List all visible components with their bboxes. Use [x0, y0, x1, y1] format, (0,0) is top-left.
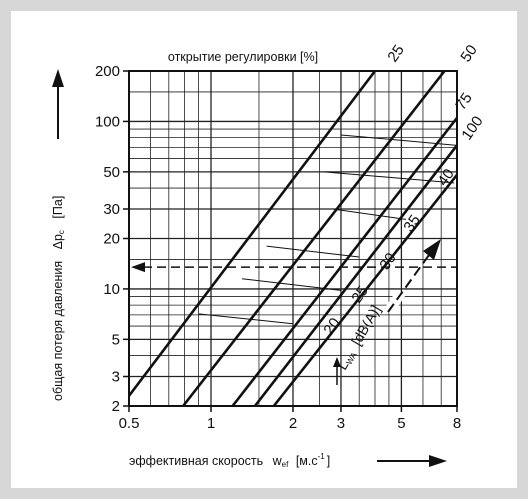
reference-arrowhead — [131, 262, 145, 273]
series-line-100 — [253, 144, 457, 406]
sound-level-value-label: 25 — [348, 283, 371, 306]
y-tick-label: 30 — [103, 201, 120, 218]
series-label-100: 100 — [458, 113, 486, 143]
x-tick-label: 3 — [337, 415, 345, 432]
y-tick-label: 200 — [95, 63, 120, 80]
series-label-40: 40 — [434, 166, 457, 189]
y-tick-label: 5 — [112, 331, 120, 348]
series-line-40 — [272, 174, 457, 406]
sound-level-line — [323, 171, 455, 184]
sound-level-value-label: 20 — [320, 315, 343, 338]
x-tick-label: 8 — [453, 415, 461, 432]
sound-level-line — [266, 245, 360, 258]
x-axis-label: эффективная скорость wef [м.с-1] — [129, 452, 330, 470]
series-line-50 — [182, 71, 446, 406]
sound-level-value-label: 35 — [400, 212, 423, 235]
y-axis-arrow — [52, 69, 64, 139]
sound-level-line — [340, 134, 457, 146]
chart-title: открытие регулировки [%] — [168, 50, 318, 64]
sound-level-line — [332, 208, 407, 220]
x-axis-arrow — [377, 455, 447, 467]
x-tick-label: 0.5 — [119, 415, 140, 432]
y-tick-label: 20 — [103, 231, 120, 248]
x-tick-label: 1 — [207, 415, 215, 432]
y-axis-label: общая потеря давления Δpc [Па] — [51, 196, 67, 401]
series-label-75: 75 — [452, 90, 475, 113]
series-line-25 — [129, 71, 377, 397]
series-label-50: 50 — [457, 42, 480, 65]
y-tick-label: 10 — [103, 281, 120, 298]
y-tick-label: 100 — [95, 113, 120, 130]
series-line-75 — [231, 117, 457, 406]
series-label-25: 25 — [384, 42, 407, 65]
y-tick-label: 50 — [103, 164, 120, 181]
chart-frame: 0.5 1 2 3 5 8 2 3 5 10 20 30 50 100 200 25 50 75 100 40 20 2… — [11, 11, 517, 488]
y-tick-label: 3 — [112, 369, 120, 386]
sound-level-arrow — [333, 239, 441, 385]
x-tick-label: 2 — [289, 415, 297, 432]
sound-level-line — [241, 278, 342, 291]
sound-level-line — [198, 313, 294, 325]
y-tick-label: 2 — [112, 398, 120, 415]
x-tick-label: 5 — [397, 415, 405, 432]
